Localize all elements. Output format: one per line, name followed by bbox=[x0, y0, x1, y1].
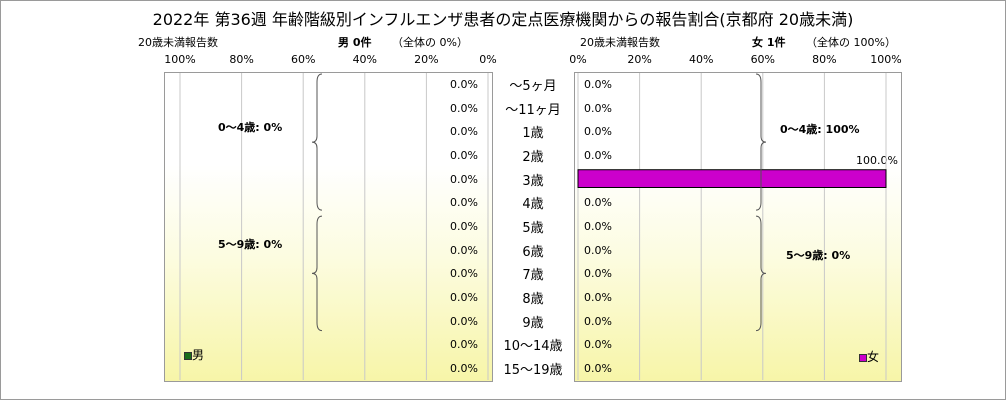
male-data-label: 0.0% bbox=[450, 291, 478, 305]
male-legend-label: 男 bbox=[192, 348, 205, 362]
female-x-tick-label: 100% bbox=[870, 53, 902, 66]
male-brace-0-4 bbox=[311, 73, 323, 211]
male-plot-area bbox=[164, 72, 493, 382]
age-label: ～11ヶ月 bbox=[505, 102, 561, 118]
female-brace-0-4 bbox=[755, 73, 767, 211]
female-header: 20歳未満報告数 bbox=[580, 36, 660, 49]
male-legend-swatch bbox=[184, 351, 192, 360]
age-label: 1歳 bbox=[522, 126, 544, 142]
male-data-label: 0.0% bbox=[450, 148, 478, 162]
female-data-label: 100.0% bbox=[856, 153, 898, 167]
male-data-label: 0.0% bbox=[450, 338, 478, 352]
male-data-label: 0.0% bbox=[450, 196, 478, 210]
male-data-label: 0.0% bbox=[450, 220, 478, 233]
male-data-label: 0.0% bbox=[450, 77, 478, 91]
male-data-label: 0.0% bbox=[450, 101, 478, 115]
age-label: 5歳 bbox=[522, 221, 544, 236]
male-x-tick-label: 80% bbox=[229, 53, 254, 66]
age-label: 2歳 bbox=[522, 149, 544, 165]
male-group-label-0-4: 0～4歳: 0% bbox=[218, 121, 283, 134]
female-bar bbox=[577, 169, 887, 189]
female-data-label: 0.0% bbox=[584, 314, 612, 328]
male-x-tick-label: 20% bbox=[414, 53, 439, 66]
male-data-label: 0.0% bbox=[450, 125, 478, 139]
female-x-tick-label: 60% bbox=[750, 53, 776, 66]
female-data-label: 0.0% bbox=[584, 267, 612, 281]
female-x-tick-label: 20% bbox=[627, 53, 652, 66]
male-x-tick-label: 40% bbox=[352, 53, 378, 66]
chart-title: 2022年 第36週 年齢階級別インフルエンザ患者の定点医療機関からの報告割合(… bbox=[152, 10, 854, 29]
age-label: 6歳 bbox=[522, 244, 544, 260]
female-data-label: 0.0% bbox=[584, 291, 612, 305]
age-label: 3歳 bbox=[522, 173, 544, 189]
male-header: 20歳未満報告数 bbox=[138, 36, 218, 49]
female-count-label: 女 1件 bbox=[752, 36, 786, 49]
female-data-label: 0.0% bbox=[584, 77, 612, 91]
female-group-label-5-9: 5～9歳: 0% bbox=[786, 249, 851, 262]
female-data-label: 0.0% bbox=[584, 125, 612, 139]
female-plot-area bbox=[574, 72, 902, 382]
female-x-tick-label: 40% bbox=[688, 53, 714, 66]
male-data-label: 0.0% bbox=[450, 362, 478, 376]
female-share-label: （全体の 100%） bbox=[806, 36, 896, 49]
age-label: 4歳 bbox=[522, 197, 544, 213]
female-brace-5-9 bbox=[755, 215, 767, 332]
male-brace-5-9 bbox=[311, 215, 323, 332]
female-group-label-0-4: 0～4歳: 100% bbox=[780, 123, 860, 136]
male-share-label: （全体の 0%） bbox=[392, 36, 468, 49]
male-data-label: 0.0% bbox=[450, 243, 478, 257]
female-legend-label: 女 bbox=[867, 350, 880, 364]
male-x-tick-label: 100% bbox=[164, 53, 196, 66]
male-data-label: 0.0% bbox=[450, 267, 478, 281]
female-data-label: 0.0% bbox=[584, 148, 612, 162]
female-legend-swatch bbox=[859, 353, 867, 362]
age-label: 8歳 bbox=[522, 292, 544, 308]
female-x-tick-label: 0% bbox=[569, 53, 587, 66]
age-label: 9歳 bbox=[522, 315, 544, 331]
male-legend: 男 bbox=[184, 346, 204, 363]
male-x-tick-label: 60% bbox=[290, 53, 316, 66]
age-label: 7歳 bbox=[522, 268, 544, 284]
age-label: 15～19歳 bbox=[503, 363, 563, 379]
male-count-label: 男 0件 bbox=[338, 36, 372, 49]
female-data-label: 0.0% bbox=[584, 338, 612, 352]
female-data-label: 0.0% bbox=[584, 243, 612, 257]
female-data-label: 0.0% bbox=[584, 101, 612, 115]
age-label: ～5ヶ月 bbox=[509, 78, 557, 94]
female-legend: 女 bbox=[859, 348, 879, 365]
female-data-label: 0.0% bbox=[584, 362, 612, 376]
male-data-label: 0.0% bbox=[450, 172, 478, 186]
female-data-label: 0.0% bbox=[584, 220, 612, 233]
female-x-tick-label: 80% bbox=[812, 53, 837, 66]
male-data-label: 0.0% bbox=[450, 314, 478, 328]
male-group-label-5-9: 5～9歳: 0% bbox=[218, 238, 283, 251]
male-x-tick-label: 0% bbox=[479, 53, 497, 66]
age-label: 10～14歳 bbox=[503, 339, 563, 355]
female-data-label: 0.0% bbox=[584, 196, 612, 210]
